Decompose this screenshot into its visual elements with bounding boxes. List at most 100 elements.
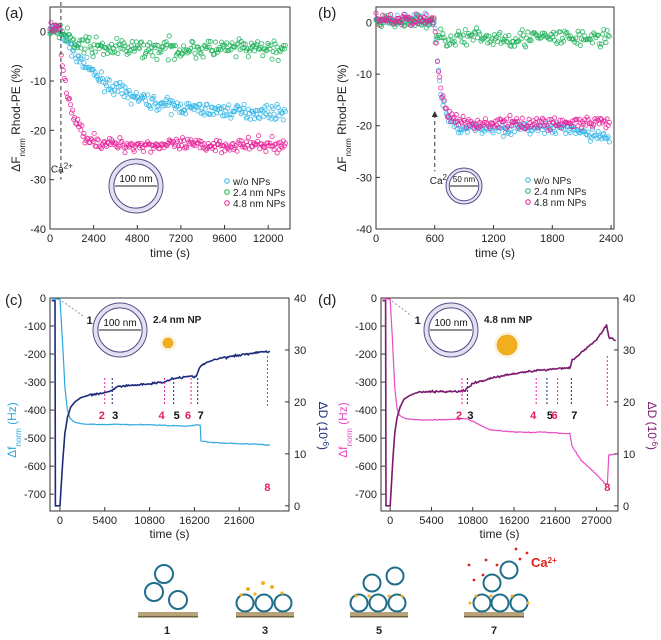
data-point bbox=[76, 41, 82, 47]
data-point bbox=[441, 99, 447, 105]
data-point bbox=[187, 48, 193, 54]
schematic-step-label: 5 bbox=[376, 625, 382, 637]
data-point bbox=[168, 112, 174, 118]
data-point bbox=[472, 121, 478, 127]
data-point bbox=[578, 125, 584, 131]
data-point bbox=[518, 36, 524, 42]
data-point bbox=[456, 130, 462, 136]
data-point bbox=[114, 35, 120, 42]
data-point bbox=[508, 131, 514, 137]
data-point bbox=[573, 35, 579, 41]
data-point bbox=[74, 59, 80, 65]
data-point bbox=[428, 17, 434, 23]
x-tick-label: 0 bbox=[387, 515, 393, 527]
data-point bbox=[68, 102, 74, 108]
data-point bbox=[400, 14, 406, 20]
vesicle-bead-icon bbox=[254, 593, 274, 613]
data-point bbox=[577, 42, 583, 48]
y-tick-label: 0 bbox=[366, 17, 372, 29]
data-point bbox=[606, 139, 612, 145]
data-point bbox=[471, 29, 477, 35]
data-point bbox=[268, 143, 274, 149]
data-point bbox=[280, 117, 286, 123]
data-point bbox=[423, 25, 429, 31]
plot-frame bbox=[380, 297, 619, 512]
data-point bbox=[102, 80, 109, 86]
data-point bbox=[579, 29, 586, 35]
data-point bbox=[234, 103, 240, 109]
data-point bbox=[504, 38, 510, 44]
legend-marker-icon bbox=[224, 200, 230, 206]
data-point bbox=[587, 36, 593, 43]
data-point bbox=[272, 116, 278, 122]
data-point bbox=[75, 116, 81, 122]
data-point bbox=[184, 145, 190, 151]
data-point bbox=[169, 98, 175, 104]
plot-frame bbox=[49, 297, 290, 512]
data-point bbox=[520, 120, 526, 126]
data-point bbox=[234, 148, 240, 154]
x-tick-label: 10800 bbox=[134, 515, 165, 527]
vesicle-bead-icon bbox=[385, 566, 405, 586]
data-point bbox=[132, 95, 138, 101]
data-point bbox=[113, 140, 119, 146]
data-point bbox=[94, 136, 100, 142]
data-point bbox=[460, 113, 466, 120]
data-point bbox=[507, 112, 513, 118]
data-point bbox=[520, 32, 526, 38]
x-axis-label: time (s) bbox=[150, 246, 190, 260]
data-point bbox=[164, 94, 170, 100]
vesicle-bead-icon bbox=[349, 593, 369, 613]
data-point bbox=[502, 33, 509, 39]
data-point bbox=[185, 136, 191, 142]
data-point bbox=[264, 47, 270, 53]
legend-entry: w/o NPs bbox=[232, 177, 270, 188]
data-point bbox=[181, 43, 187, 49]
data-point bbox=[204, 44, 210, 50]
data-point bbox=[425, 18, 432, 24]
data-point bbox=[175, 143, 182, 149]
y-tick-label: 0 bbox=[40, 27, 46, 39]
data-point bbox=[189, 38, 195, 45]
nanoparticle-label: 2.4 nm NP bbox=[153, 315, 202, 326]
data-point bbox=[126, 144, 132, 150]
data-point bbox=[441, 97, 447, 103]
y-tick-label: -40 bbox=[356, 224, 372, 236]
nanoparticle-dot-icon bbox=[280, 591, 284, 595]
data-point bbox=[219, 39, 225, 45]
x-tick-label: 5400 bbox=[419, 515, 443, 527]
legend-entry: 4.8 nm NPs bbox=[233, 199, 285, 210]
data-point bbox=[197, 50, 203, 56]
panel-label: (d) bbox=[318, 292, 336, 309]
calcium-ion-label: Ca2+ bbox=[531, 555, 557, 570]
step-marker-label: 8 bbox=[604, 482, 610, 494]
data-point bbox=[51, 28, 57, 34]
data-point bbox=[438, 26, 444, 32]
data-point bbox=[95, 137, 101, 143]
data-point bbox=[131, 48, 137, 54]
data-point bbox=[205, 110, 211, 117]
data-point bbox=[433, 40, 439, 46]
data-point bbox=[202, 106, 208, 112]
x-axis-label: time (s) bbox=[480, 527, 520, 541]
data-point bbox=[150, 53, 156, 59]
data-point bbox=[116, 41, 122, 47]
nanoparticle-dot-icon bbox=[468, 601, 472, 605]
vesicle-bead-icon bbox=[362, 573, 382, 593]
data-point bbox=[81, 60, 87, 66]
data-point bbox=[605, 32, 611, 38]
data-point bbox=[49, 28, 55, 34]
data-point bbox=[477, 31, 483, 37]
y2-tick-label: 40 bbox=[623, 293, 635, 305]
y1-tick-label: -200 bbox=[355, 349, 377, 361]
data-point bbox=[525, 124, 531, 130]
frequency-trace bbox=[382, 298, 616, 485]
legend-entry: w/o NPs bbox=[533, 176, 571, 187]
x-axis-label: time (s) bbox=[475, 246, 515, 260]
x-tick-label: 2400 bbox=[599, 233, 623, 245]
data-point bbox=[126, 50, 132, 56]
data-point bbox=[508, 123, 514, 129]
data-point bbox=[475, 35, 481, 41]
data-point bbox=[180, 135, 186, 141]
panel-d: (d)0 5400 10800 16200 21600 270000-100-200-30… bbox=[318, 292, 660, 541]
